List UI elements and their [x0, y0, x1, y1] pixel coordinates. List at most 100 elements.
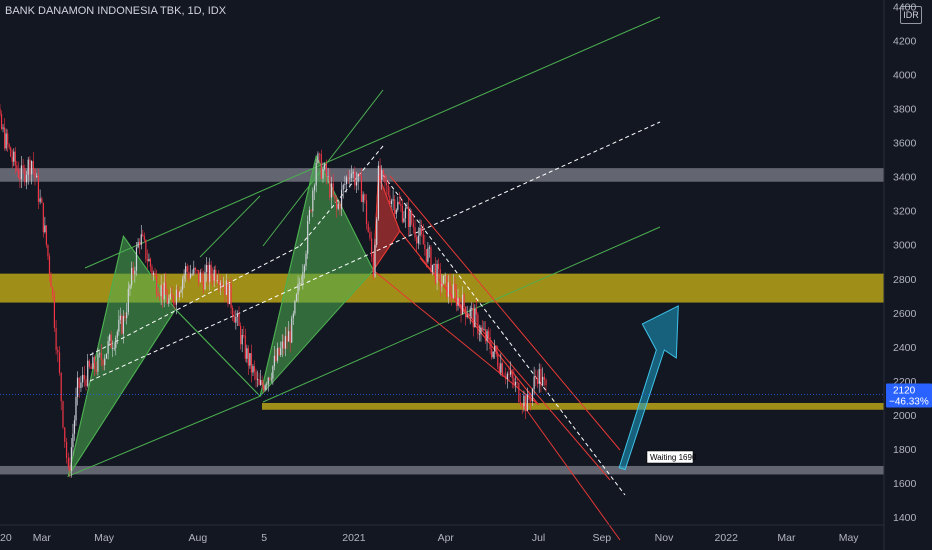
chart-title: BANK DANAMON INDONESIA TBK, 1D, IDX [5, 5, 227, 17]
candle-body [516, 382, 518, 384]
candle-body [381, 170, 383, 180]
price-label-change: −46.33% [889, 396, 929, 407]
y-tick-label: 1600 [893, 478, 917, 490]
candle-body [199, 272, 201, 283]
candle-body [503, 375, 505, 377]
candle-body [154, 272, 156, 275]
candle-body [475, 308, 477, 315]
projection-arrow [618, 305, 679, 471]
candle-body [398, 201, 400, 204]
candle-body [207, 265, 209, 282]
candle-body [513, 378, 515, 386]
candle-body [88, 360, 91, 367]
candle-body [444, 275, 446, 276]
candle-body [213, 269, 215, 281]
candle-body [278, 347, 280, 355]
candle-body [471, 307, 473, 309]
candle-body [0, 108, 1, 115]
candle-body [300, 282, 302, 284]
candle-body [332, 183, 334, 196]
candle-body [403, 218, 405, 222]
y-tick-label: 1800 [893, 444, 917, 456]
zone-gray-3 [0, 465, 884, 475]
candle-body [205, 265, 208, 273]
currency-badge[interactable]: IDR [900, 6, 922, 24]
candle-body [34, 169, 36, 178]
candle-body [431, 264, 434, 272]
candle-body [69, 466, 71, 471]
candle-body [247, 348, 249, 366]
candle-body [273, 355, 275, 367]
candle-body [433, 263, 435, 265]
y-tick-label: 2600 [893, 308, 917, 320]
x-tick-label: 20 [0, 532, 12, 544]
y-tick-label: 3200 [893, 206, 917, 218]
zones-layer [0, 168, 884, 475]
candle-body [501, 363, 504, 376]
candle-body [302, 272, 304, 283]
candle-body [521, 405, 523, 407]
trend-line [199, 195, 261, 258]
candle-body [174, 303, 176, 305]
candle-body [526, 394, 528, 411]
price-label-value: 2120 [893, 385, 916, 396]
candle-body [329, 176, 331, 198]
candle-body [58, 352, 61, 373]
candle-body [8, 144, 10, 148]
candle-body [359, 173, 361, 176]
candle-body [367, 224, 369, 233]
candle-body [185, 266, 187, 275]
candle-body [62, 401, 64, 428]
candle-body [65, 441, 68, 459]
candle-body [87, 360, 89, 386]
candle-body [317, 153, 319, 164]
candle-body [25, 174, 28, 183]
candle-body [112, 348, 114, 349]
candle-body [492, 351, 494, 358]
candle-body [20, 165, 23, 180]
y-tick-label: 2400 [893, 342, 917, 354]
candle-body [37, 175, 40, 202]
candle-body [421, 227, 423, 235]
candles-layer [0, 104, 547, 478]
candle-body [530, 399, 532, 402]
candle-body [219, 282, 221, 286]
channel-lower-line [262, 226, 661, 403]
candle-body [115, 337, 117, 348]
x-tick-label: 5 [261, 532, 267, 544]
candle-body [536, 378, 539, 384]
candle-body [308, 210, 310, 221]
candle-body [394, 199, 396, 214]
candle-body [483, 329, 485, 331]
candle-body [379, 165, 381, 180]
candle-body [425, 249, 427, 262]
candle-body [538, 368, 540, 384]
candle-body [312, 190, 314, 212]
candle-body [424, 244, 426, 250]
candle-body [337, 203, 339, 209]
candle-body [139, 242, 141, 245]
candle-body [198, 270, 200, 283]
y-tick-label: 2000 [893, 410, 917, 422]
candle-body [148, 259, 150, 262]
candle-body [382, 170, 384, 175]
x-tick-label: Apr [438, 532, 455, 544]
y-tick-label: 2800 [893, 274, 917, 286]
candle-body [52, 287, 54, 296]
candle-body [430, 247, 432, 272]
candle-body [255, 371, 257, 380]
candle-body [227, 280, 229, 305]
candle-body [165, 282, 167, 295]
y-axis: 1400160018002000220024002600280030003200… [883, 0, 932, 550]
candle-body [132, 267, 134, 275]
candle-body [17, 169, 19, 178]
candle-body [151, 266, 153, 275]
x-tick-label: 2022 [715, 532, 739, 544]
candle-body [232, 307, 234, 317]
candle-body [497, 354, 499, 367]
candle-body [236, 313, 239, 317]
candle-body [80, 382, 82, 388]
candle-body [324, 163, 326, 170]
candle-body [463, 294, 465, 307]
